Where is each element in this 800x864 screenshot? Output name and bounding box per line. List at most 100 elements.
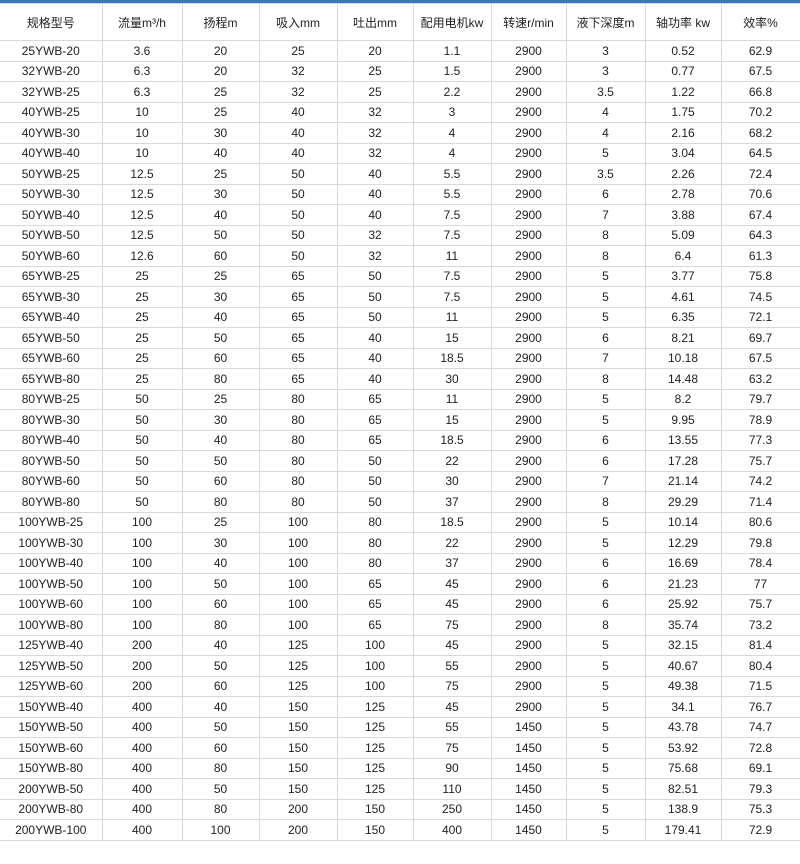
table-row: 100YWB-25 100 25 100 80 18.5 2900 5 10.14 80.6	[0, 511, 800, 533]
table-cell: 5	[565, 737, 646, 759]
table-cell: 6	[565, 552, 646, 574]
table-cell: 45	[412, 634, 492, 656]
table-cell: 200	[101, 655, 183, 677]
table-cell: 25	[336, 60, 414, 82]
table-cell: 30	[181, 286, 260, 308]
table-cell: 50	[258, 204, 338, 226]
table-cell: 2900	[490, 593, 567, 615]
table-row: 65YWB-50 25 50 65 40 15 2900 6 8.21 69.7	[0, 327, 800, 349]
table-cell: 80.6	[720, 511, 800, 533]
table-cell: 400	[101, 819, 183, 841]
table-cell: 65	[258, 286, 338, 308]
table-cell: 50	[101, 450, 183, 472]
table-cell: 5	[565, 511, 646, 533]
table-cell: 2900	[490, 286, 567, 308]
table-row: 65YWB-25 25 25 65 50 7.5 2900 5 3.77 75.8	[0, 265, 800, 287]
table-cell: 250	[412, 798, 492, 820]
table-cell: 67.5	[720, 347, 800, 369]
table-cell: 125	[336, 778, 414, 800]
table-cell: 5	[565, 286, 646, 308]
table-cell: 5	[565, 409, 646, 431]
table-cell: 14.48	[644, 368, 722, 390]
table-cell: 68.2	[720, 122, 800, 144]
table-cell: 2900	[490, 655, 567, 677]
table-cell: 16.69	[644, 552, 722, 574]
table-cell: 50	[336, 470, 414, 492]
table-cell: 8.2	[644, 388, 722, 410]
table-cell: 65YWB-80	[0, 368, 103, 390]
table-cell: 25	[181, 101, 260, 123]
table-cell: 2900	[490, 306, 567, 328]
table-row: 50YWB-40 12.5 40 50 40 7.5 2900 7 3.88 67.4	[0, 204, 800, 226]
table-cell: 0.77	[644, 60, 722, 82]
table-cell: 65YWB-40	[0, 306, 103, 328]
table-cell: 200	[101, 675, 183, 697]
table-cell: 100	[258, 614, 338, 636]
table-row: 50YWB-30 12.5 30 50 40 5.5 2900 6 2.78 70.6	[0, 183, 800, 205]
table-row: 65YWB-80 25 80 65 40 30 2900 8 14.48 63.2	[0, 368, 800, 390]
table-cell: 200	[101, 634, 183, 656]
table-cell: 100	[101, 573, 183, 595]
table-row: 32YWB-25 6.3 25 32 25 2.2 2900 3.5 1.22 66.8	[0, 81, 800, 103]
table-cell: 67.5	[720, 60, 800, 82]
table-cell: 79.8	[720, 532, 800, 554]
table-cell: 2900	[490, 224, 567, 246]
table-cell: 100	[258, 593, 338, 615]
table-cell: 80YWB-60	[0, 470, 103, 492]
table-cell: 50	[101, 388, 183, 410]
table-cell: 71.4	[720, 491, 800, 513]
table-cell: 138.9	[644, 798, 722, 820]
table-cell: 100	[258, 552, 338, 574]
table-cell: 72.1	[720, 306, 800, 328]
table-cell: 7.5	[412, 204, 492, 226]
table-cell: 400	[101, 696, 183, 718]
table-cell: 80YWB-80	[0, 491, 103, 513]
table-cell: 5	[565, 675, 646, 697]
table-row: 80YWB-40 50 40 80 65 18.5 2900 6 13.55 77.3	[0, 429, 800, 451]
table-cell: 25	[181, 511, 260, 533]
table-cell: 20	[181, 60, 260, 82]
table-cell: 76.7	[720, 696, 800, 718]
table-cell: 65YWB-50	[0, 327, 103, 349]
table-cell: 21.14	[644, 470, 722, 492]
table-cell: 50YWB-25	[0, 163, 103, 185]
table-cell: 2900	[490, 122, 567, 144]
table-cell: 2.78	[644, 183, 722, 205]
table-cell: 50	[181, 450, 260, 472]
table-cell: 6	[565, 183, 646, 205]
table-cell: 40YWB-30	[0, 122, 103, 144]
table-cell: 6	[565, 327, 646, 349]
table-cell: 40	[336, 183, 414, 205]
table-cell: 78.4	[720, 552, 800, 574]
table-cell: 35.74	[644, 614, 722, 636]
table-cell: 100	[258, 573, 338, 595]
table-cell: 150YWB-80	[0, 757, 103, 779]
table-cell: 40	[336, 327, 414, 349]
table-cell: 40YWB-40	[0, 142, 103, 164]
column-header: 转速r/min	[490, 3, 567, 41]
table-cell: 6	[565, 573, 646, 595]
table-cell: 4	[565, 101, 646, 123]
table-cell: 100YWB-30	[0, 532, 103, 554]
table-cell: 20	[181, 40, 260, 62]
table-cell: 200YWB-100	[0, 819, 103, 841]
table-cell: 6.35	[644, 306, 722, 328]
table-cell: 45	[412, 573, 492, 595]
table-cell: 65	[258, 265, 338, 287]
table-cell: 90	[412, 757, 492, 779]
table-cell: 12.5	[101, 163, 183, 185]
table-cell: 80	[336, 511, 414, 533]
table-cell: 50	[181, 327, 260, 349]
table-cell: 78.9	[720, 409, 800, 431]
pump-spec-table: 规格型号 流量m³/h 扬程m 吸入mm 吐出mm 配用电机kw 转速r/min 液下深度m 轴…	[0, 3, 800, 841]
table-cell: 32YWB-20	[0, 60, 103, 82]
table-cell: 75	[412, 614, 492, 636]
table-cell: 4.61	[644, 286, 722, 308]
table-cell: 7	[565, 347, 646, 369]
table-row: 125YWB-40 200 40 125 100 45 2900 5 32.15 81.4	[0, 634, 800, 656]
table-cell: 5	[565, 798, 646, 820]
table-row: 65YWB-60 25 60 65 40 18.5 2900 7 10.18 67.5	[0, 347, 800, 369]
table-cell: 45	[412, 696, 492, 718]
table-cell: 15	[412, 409, 492, 431]
table-cell: 80	[258, 491, 338, 513]
